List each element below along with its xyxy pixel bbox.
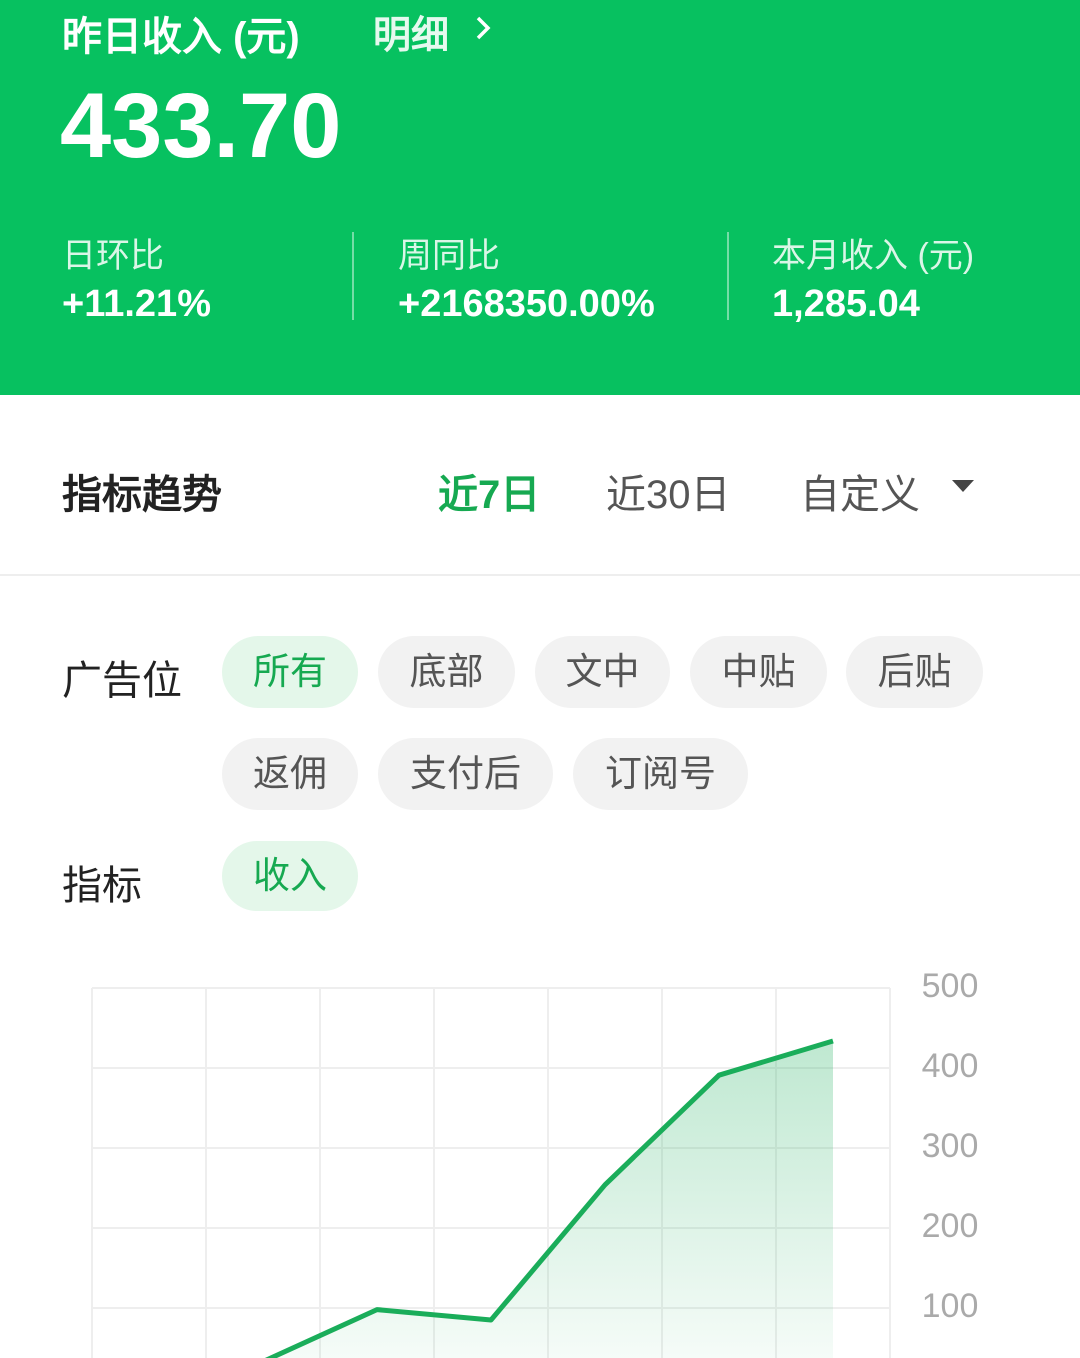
divider — [0, 574, 1080, 576]
filter-label: 广告位 — [62, 659, 182, 703]
y-tick-label: 100 — [922, 1287, 979, 1325]
amount: 433.70 — [60, 75, 342, 177]
filter-chip[interactable]: 文中 — [535, 636, 670, 708]
filter-label: 指标 — [62, 864, 142, 908]
chevron-icon[interactable] — [472, 12, 496, 44]
stat-label: 周同比 — [398, 237, 500, 275]
stat-value: +2168350.00% — [398, 283, 655, 325]
filter-chip[interactable]: 中贴 — [690, 636, 827, 708]
line — [264, 1038, 834, 1358]
y-tick-label: 400 — [922, 1047, 979, 1085]
range-tab[interactable]: 近30日 — [606, 473, 731, 517]
filter-chip[interactable]: 后贴 — [846, 636, 983, 708]
detail-link[interactable]: 明细 — [373, 15, 450, 57]
y-tick-label: 500 — [922, 967, 979, 1005]
divider — [352, 232, 354, 320]
dropdown-icon[interactable] — [950, 478, 976, 494]
y-tick-label: 200 — [922, 1207, 979, 1245]
range-tab[interactable]: 自定义 — [800, 473, 920, 517]
filter-chip[interactable]: 返佣 — [222, 738, 358, 810]
divider — [727, 232, 729, 320]
stat-value: 1,285.04 — [772, 283, 920, 325]
chart: 100 200 300 400 500 — [91, 967, 979, 1358]
area — [270, 1041, 833, 1358]
filter-chip[interactable]: 底部 — [378, 636, 515, 708]
section-title: 指标趋势 — [62, 473, 222, 517]
range-tab[interactable]: 近7日 — [438, 473, 541, 517]
stat-value: +11.21% — [62, 283, 211, 325]
stat-label: 本月收入 (元) — [772, 237, 975, 275]
header: 昨日收入 (元) 明细 433.70 日环比 +11.21% 周同比 +2168… — [0, 0, 1080, 395]
filter-chip[interactable]: 支付后 — [378, 738, 553, 810]
filter-chip[interactable]: 所有 — [222, 636, 358, 708]
stat-label: 日环比 — [62, 237, 164, 275]
filter-chip[interactable]: 订阅号 — [573, 738, 748, 810]
filter-chip[interactable]: 收入 — [222, 841, 358, 911]
header-title: 昨日收入 (元) — [62, 15, 300, 59]
y-tick-label: 300 — [922, 1127, 979, 1165]
